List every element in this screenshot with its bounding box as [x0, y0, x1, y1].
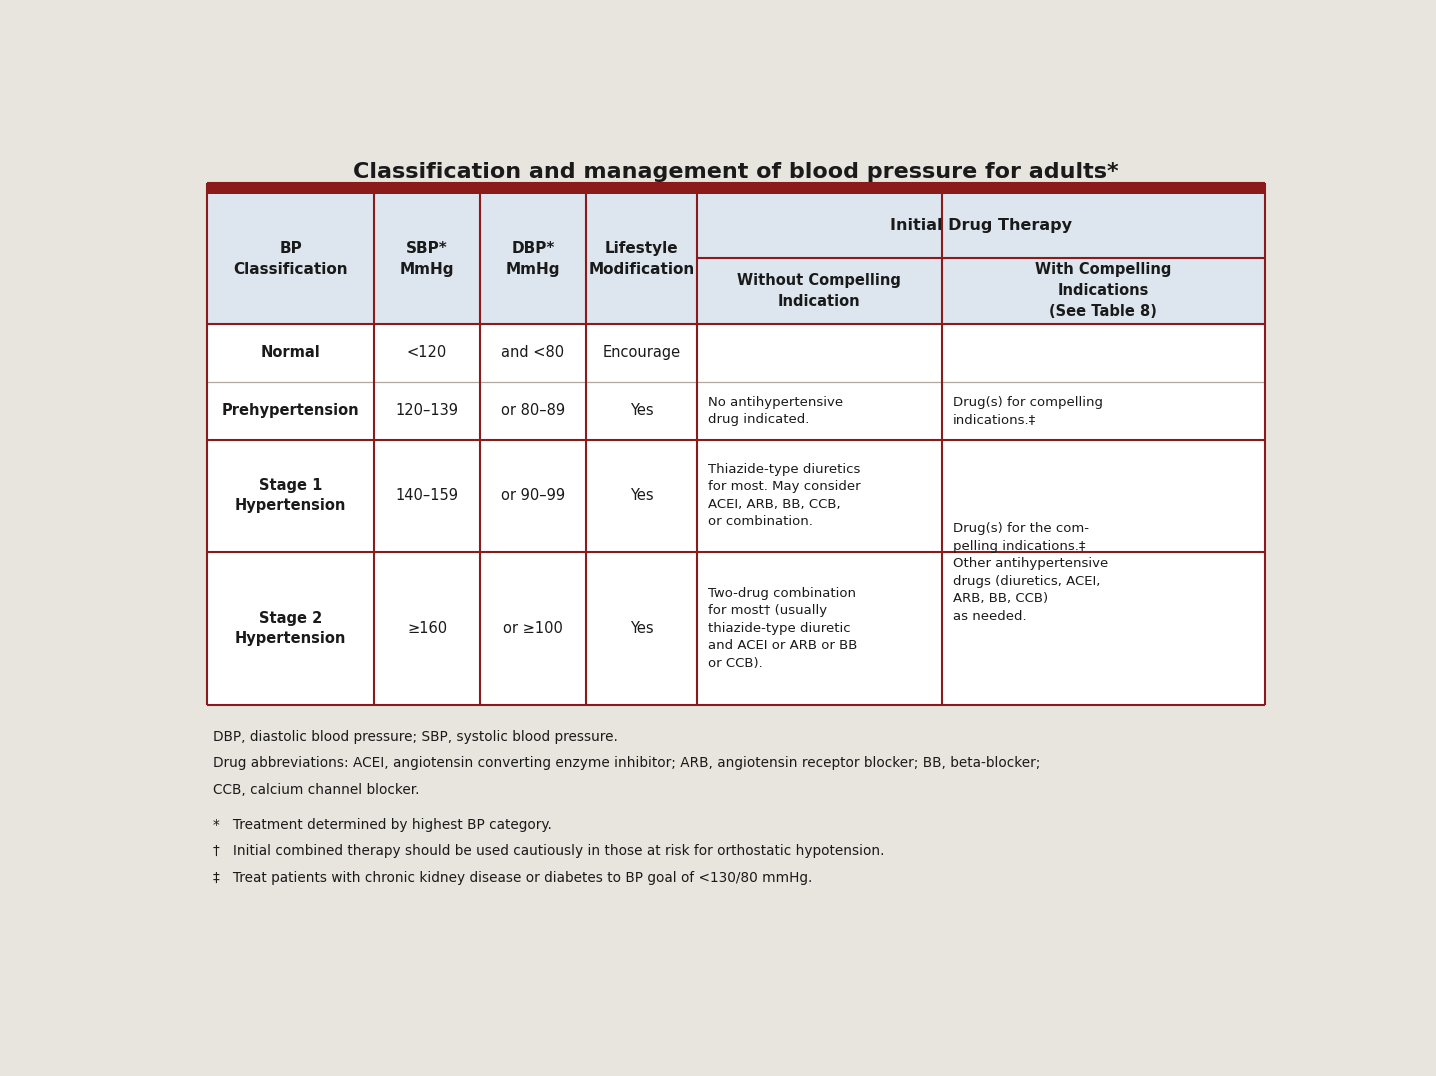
- Text: Yes: Yes: [629, 404, 653, 419]
- Bar: [207, 324, 1265, 382]
- Text: Drug(s) for compelling
indications.‡: Drug(s) for compelling indications.‡: [954, 396, 1103, 426]
- Text: Initial Drug Therapy: Initial Drug Therapy: [890, 218, 1071, 233]
- Text: Thiazide-type diuretics
for most. May consider
ACEI, ARB, BB, CCB,
or combinatio: Thiazide-type diuretics for most. May co…: [708, 463, 860, 528]
- Text: CCB, calcium channel blocker.: CCB, calcium channel blocker.: [213, 783, 419, 797]
- Text: ≥160: ≥160: [406, 621, 447, 636]
- Text: Drug(s) for the com-
pelling indications.‡
Other antihypertensive
drugs (diureti: Drug(s) for the com- pelling indications…: [954, 522, 1109, 623]
- Bar: [207, 382, 1265, 440]
- Text: With Compelling
Indications
(See Table 8): With Compelling Indications (See Table 8…: [1035, 263, 1172, 320]
- Text: BP
Classification: BP Classification: [234, 241, 348, 277]
- Bar: [207, 440, 1265, 552]
- Text: Yes: Yes: [629, 489, 653, 504]
- Text: 120–139: 120–139: [396, 404, 458, 419]
- Text: DBP, diastolic blood pressure; SBP, systolic blood pressure.: DBP, diastolic blood pressure; SBP, syst…: [213, 730, 617, 744]
- Text: or ≥100: or ≥100: [503, 621, 563, 636]
- Text: No antihypertensive
drug indicated.: No antihypertensive drug indicated.: [708, 396, 843, 426]
- Text: SBP*
MmHg: SBP* MmHg: [399, 241, 454, 277]
- Bar: [207, 183, 1265, 705]
- Text: Two-drug combination
for most† (usually
thiazide-type diuretic
and ACEI or ARB o: Two-drug combination for most† (usually …: [708, 586, 857, 669]
- Text: Stage 2
Hypertension: Stage 2 Hypertension: [236, 610, 346, 646]
- Text: Lifestyle
Modification: Lifestyle Modification: [589, 241, 695, 277]
- Text: Yes: Yes: [629, 621, 653, 636]
- Bar: [207, 552, 1265, 705]
- Text: Encourage: Encourage: [602, 345, 681, 360]
- Text: Classification and management of blood pressure for adults*: Classification and management of blood p…: [353, 162, 1119, 182]
- Text: Without Compelling
Indication: Without Compelling Indication: [738, 272, 902, 309]
- Text: Prehypertension: Prehypertension: [223, 404, 359, 419]
- Bar: [207, 183, 1265, 194]
- Text: Normal: Normal: [261, 345, 320, 360]
- Text: and <80: and <80: [501, 345, 564, 360]
- Text: ‡   Treat patients with chronic kidney disease or diabetes to BP goal of <130/80: ‡ Treat patients with chronic kidney dis…: [213, 870, 813, 884]
- Text: *   Treatment determined by highest BP category.: * Treatment determined by highest BP cat…: [213, 818, 551, 832]
- Text: Drug abbreviations: ACEI, angiotensin converting enzyme inhibitor; ARB, angioten: Drug abbreviations: ACEI, angiotensin co…: [213, 756, 1040, 770]
- Text: 140–159: 140–159: [396, 489, 458, 504]
- Text: <120: <120: [406, 345, 447, 360]
- Text: or 90–99: or 90–99: [501, 489, 564, 504]
- Text: Stage 1
Hypertension: Stage 1 Hypertension: [236, 478, 346, 513]
- Text: †   Initial combined therapy should be used cautiously in those at risk for orth: † Initial combined therapy should be use…: [213, 845, 885, 859]
- Text: or 80–89: or 80–89: [501, 404, 564, 419]
- Text: DBP*
MmHg: DBP* MmHg: [505, 241, 560, 277]
